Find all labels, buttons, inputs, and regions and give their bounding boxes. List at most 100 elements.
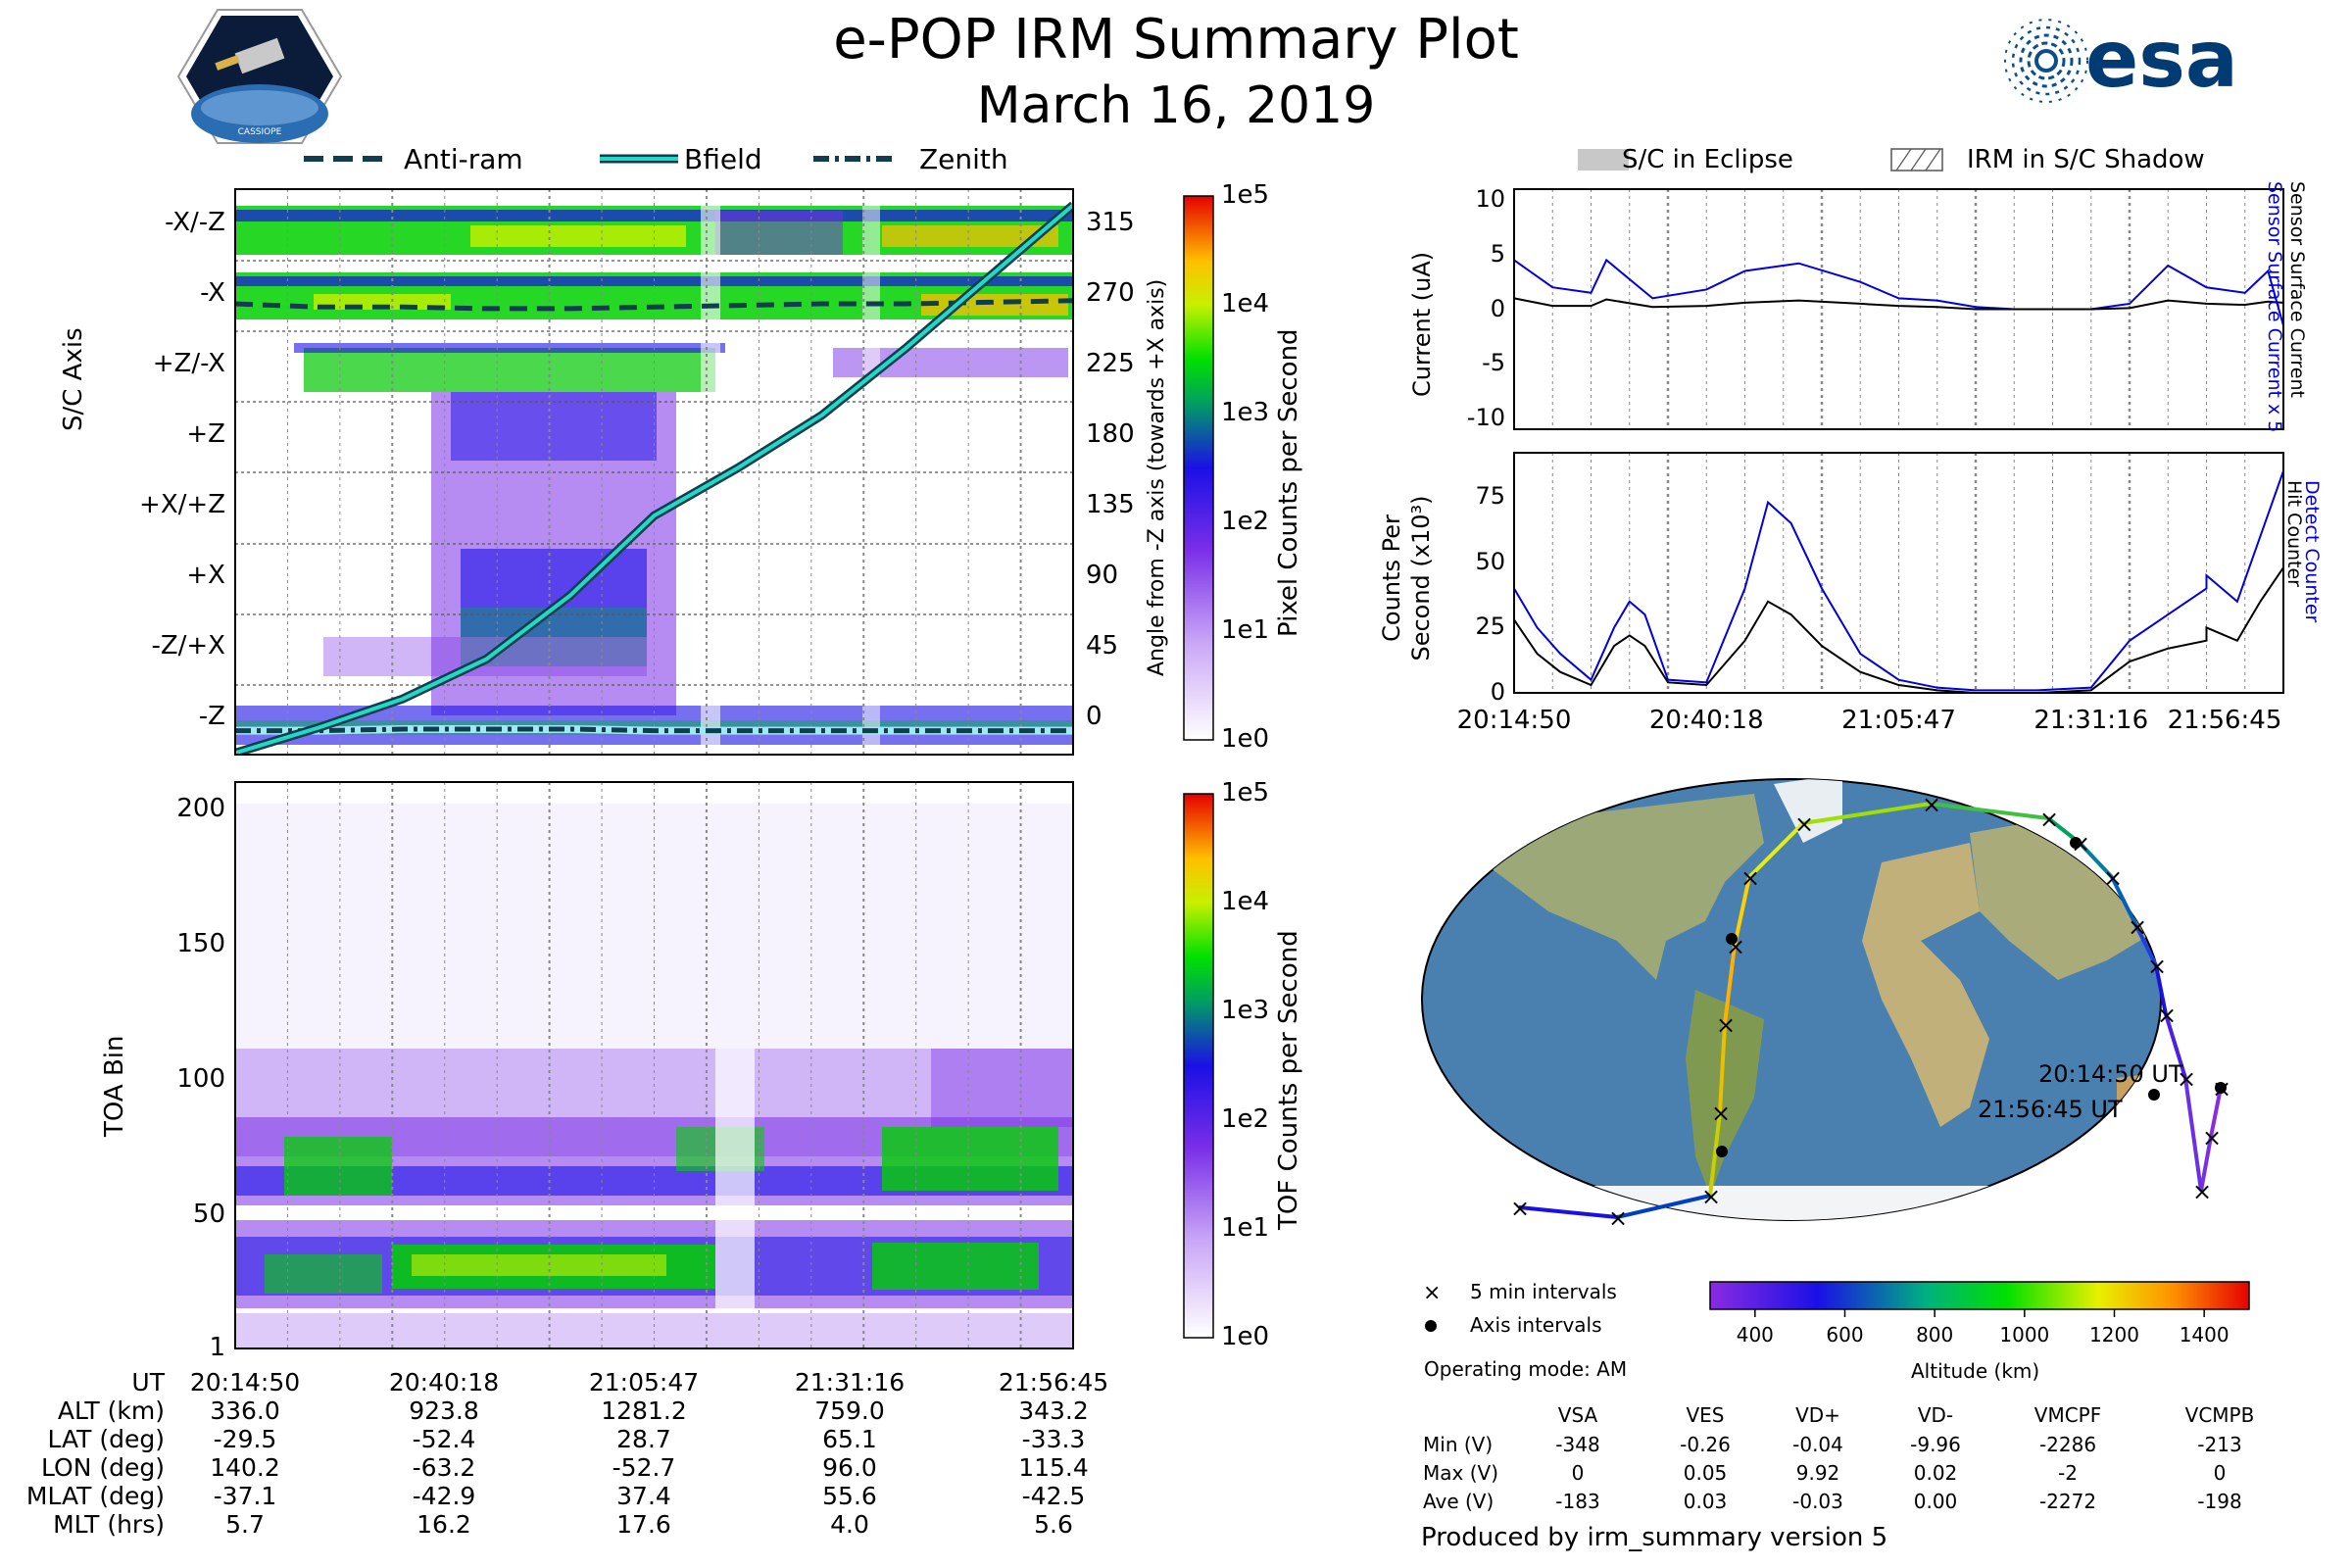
orbit-segment (1708, 1111, 1722, 1197)
mission-name: CASSIOPE (238, 127, 282, 137)
interval-marker: × (1711, 1100, 1731, 1127)
voltage-header: VMCPF (2034, 1403, 2102, 1427)
ephemeris-cell: -37.1 (213, 1482, 277, 1510)
map-end-label: 21:56:45 UT (1978, 1096, 2123, 1123)
interval-marker: × (2147, 953, 2167, 980)
altitude-tick: 1000 (1999, 1323, 2050, 1347)
colorbar-tick: 1e2 (1221, 1104, 1270, 1134)
current-tick: -5 (1482, 349, 1505, 377)
colorbar-tick: 1e1 (1221, 615, 1270, 645)
orbit-segment (1747, 821, 1805, 879)
eclipse-legend-label: S/C in Eclipse (1622, 145, 1793, 174)
legend-bfield: Bfield (684, 143, 762, 175)
orbit-segment (2209, 1087, 2223, 1138)
altitude-tick: 600 (1826, 1323, 1864, 1347)
ephemeris-cell: 20:40:18 (388, 1368, 500, 1396)
world-map (1421, 778, 2162, 1221)
counts-tick: 75 (1475, 482, 1505, 511)
interval-marker: × (1794, 810, 1814, 838)
axis-interval-dot (2215, 1082, 2227, 1094)
angle-tick: 180 (1086, 419, 1135, 449)
voltage-cell: -0.26 (1680, 1433, 1731, 1456)
esa-logo: esa (2004, 14, 2238, 105)
map-start-label: 20:14:50 UT (2038, 1060, 2183, 1088)
ephemeris-cell: -33.3 (1021, 1425, 1086, 1453)
sc-axis-label: -X (200, 278, 225, 308)
angle-tick: 0 (1086, 702, 1102, 731)
current-frame (1513, 188, 2284, 430)
axis-interval-dot (2148, 1089, 2160, 1101)
altitude-tick: 1400 (2179, 1323, 2230, 1347)
cassiope-logo: CASSIOPE (176, 9, 343, 144)
interval-marker: × (2202, 1124, 2222, 1152)
ephemeris-cell: 65.1 (822, 1425, 877, 1453)
toa-ylabel: TOA Bin (100, 1035, 129, 1137)
sc-axis-label: -Z (198, 702, 225, 731)
voltage-cell: -0.03 (1792, 1490, 1843, 1513)
time-tick: 20:40:18 (1648, 706, 1764, 735)
altitude-tick: 400 (1736, 1323, 1774, 1347)
colorbar-tick: 1e0 (1221, 724, 1270, 754)
voltage-header: VD- (1917, 1403, 1954, 1427)
voltage-cell: 0.03 (1683, 1490, 1728, 1513)
detect-counter-line (1513, 470, 2284, 692)
axis-interval-dot (1716, 1146, 1728, 1157)
voltage-row-label: Max (V) (1423, 1461, 1498, 1485)
interval-marker: × (2039, 806, 2059, 833)
angle-lines (235, 201, 1073, 755)
sc-axis-label: -Z/+X (151, 631, 225, 661)
bfield-line (235, 203, 1073, 755)
voltage-cell: -348 (1555, 1433, 1600, 1456)
voltage-cell: 0 (2213, 1461, 2227, 1485)
toa-frame (234, 781, 1074, 1349)
ephemeris-cell: 55.6 (822, 1482, 877, 1510)
legend-zenith: Zenith (919, 143, 1008, 175)
ephemeris-cell: -42.5 (1021, 1482, 1086, 1510)
operating-mode: Operating mode: AM (1424, 1357, 1628, 1381)
voltage-cell: -183 (1555, 1490, 1600, 1513)
ephemeris-cell: 5.7 (225, 1510, 265, 1539)
ephemeris-cell: 21:31:16 (794, 1368, 906, 1396)
angle-tick: 315 (1086, 208, 1135, 237)
ephemeris-cell: 1281.2 (601, 1396, 687, 1425)
figure-date: March 16, 2019 (976, 76, 1376, 135)
orbit-segment (2164, 1013, 2187, 1079)
sc-axis-label: +Z (186, 419, 225, 449)
voltage-cell: -0.04 (1792, 1433, 1843, 1456)
orbit-segment (2154, 964, 2168, 1015)
orbit-segment (1733, 876, 1751, 947)
voltage-cell: -213 (2197, 1433, 2242, 1456)
voltage-header: VCMPB (2184, 1403, 2255, 1427)
ephemeris-header: MLT (hrs) (53, 1510, 165, 1539)
orbit-segment (2110, 876, 2138, 927)
esa-wordmark: esa (2085, 14, 2238, 105)
voltage-row-label: Ave (V) (1423, 1490, 1494, 1513)
voltage-cell: 0.02 (1913, 1461, 1958, 1485)
interval-marker: × (1922, 791, 1941, 818)
tof-colorbar (1183, 793, 1214, 1339)
toa-tick: 50 (192, 1200, 225, 1230)
svg-text:×: × (1423, 1281, 1441, 1305)
ephemeris-cell: 4.0 (830, 1510, 869, 1539)
orbit-track: ××××××××××××××××××× (1510, 791, 2231, 1232)
angle-tick: 225 (1086, 349, 1135, 378)
current-tick: -10 (1466, 403, 1505, 431)
colorbar-tick: 1e5 (1221, 778, 1270, 808)
angle-tick: 90 (1086, 561, 1119, 590)
colorbar-tick: 1e0 (1221, 1322, 1270, 1351)
counts-tick: 50 (1475, 547, 1505, 575)
voltage-cell: 9.92 (1795, 1461, 1840, 1485)
map-legend-axis: Axis intervals (1470, 1313, 1602, 1337)
ephemeris-cell: 28.7 (616, 1425, 671, 1453)
colorbar-tick: 1e4 (1221, 887, 1270, 916)
toa-tick: 1 (209, 1333, 225, 1362)
legend-anti-ram: Anti-ram (404, 143, 523, 175)
interval-marker: × (2177, 1065, 2196, 1093)
ephemeris-cell: -29.5 (213, 1425, 277, 1453)
zenith-line (235, 726, 1073, 734)
voltage-header: VD+ (1795, 1403, 1840, 1427)
interval-marker: × (1608, 1204, 1628, 1232)
voltage-row-label: Min (V) (1423, 1433, 1494, 1456)
interval-marker: × (1701, 1183, 1721, 1210)
toa-tick: 100 (176, 1064, 225, 1095)
